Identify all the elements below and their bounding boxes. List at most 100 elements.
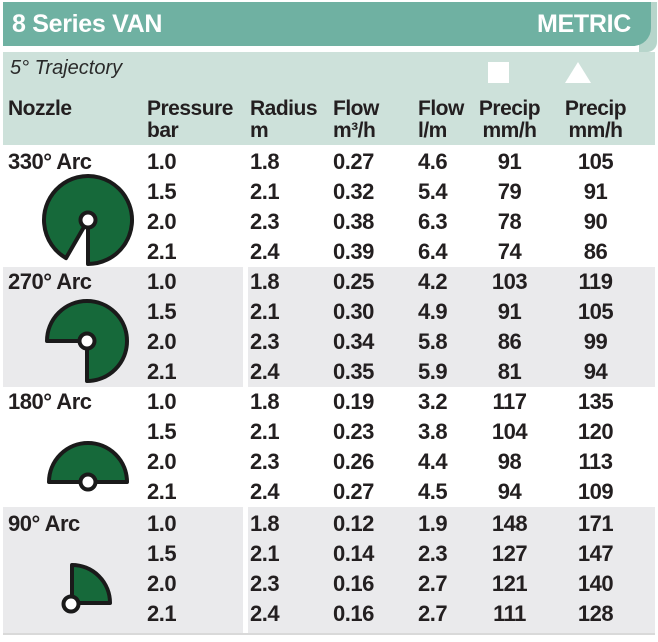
triangle-marker-icon <box>565 62 591 83</box>
column-header-nozzle: Nozzle <box>8 97 72 120</box>
table-cell: 109 <box>577 479 614 504</box>
table-cell: 91 <box>583 179 608 204</box>
table-cell: 2.1 <box>147 239 177 264</box>
table-cell: 2.3 <box>250 571 280 596</box>
table-cell: 0.26 <box>333 449 374 474</box>
table-cell: 2.1 <box>250 419 280 444</box>
table-cell: 3.8 <box>418 419 448 444</box>
nozzle-arc-270-icon <box>45 299 129 383</box>
table-cell: 4.5 <box>418 479 448 504</box>
table-cell: 2.4 <box>250 359 280 384</box>
square-marker-icon <box>488 62 509 83</box>
table-cell: 1.8 <box>250 269 280 294</box>
table-cell: 2.1 <box>250 299 280 324</box>
nozzle-arc-330-icon <box>42 174 134 266</box>
table-cell: 2.0 <box>147 209 177 234</box>
table-cell: 2.1 <box>147 359 177 384</box>
table-cell: 0.34 <box>333 329 374 354</box>
table-cell: 2.4 <box>250 239 280 264</box>
table-cell: 113 <box>578 449 614 474</box>
table-cell: 86 <box>583 239 608 264</box>
table-cell: 2.7 <box>418 571 448 596</box>
table-cell: 78 <box>497 209 522 234</box>
table-cell: 91 <box>497 299 522 324</box>
column-header-precip-triangle: Precip mm/h <box>564 97 627 142</box>
table-cell: 90 <box>583 209 608 234</box>
column-divider <box>243 267 248 387</box>
table-cell: 94 <box>497 479 522 504</box>
table-cell: 140 <box>577 571 614 596</box>
table-cell: 2.4 <box>250 479 280 504</box>
table-cell: 2.3 <box>250 449 280 474</box>
table-cell: 2.1 <box>147 479 177 504</box>
table-cell: 5.9 <box>418 359 448 384</box>
table-cell: 135 <box>577 389 614 414</box>
table-cell: 2.0 <box>147 449 177 474</box>
table-cell: 86 <box>497 329 522 354</box>
table-cell: 1.0 <box>147 269 177 294</box>
table-cell: 0.32 <box>333 179 374 204</box>
table-cell: 2.4 <box>250 601 280 626</box>
table-cell: 104 <box>491 419 528 444</box>
table-cell: 79 <box>497 179 522 204</box>
arc-label-90: 90° Arc <box>8 511 80 536</box>
units-label: METRIC <box>536 9 631 38</box>
table-cell: 2.1 <box>250 541 280 566</box>
table-cell: 1.5 <box>147 179 177 204</box>
table-cell: 99 <box>583 329 608 354</box>
table-cell: 0.30 <box>333 299 374 324</box>
table-cell: 1.5 <box>147 541 177 566</box>
table-cell: 117 <box>492 389 528 414</box>
table-cell: 0.14 <box>333 541 374 566</box>
table-cell: 2.0 <box>147 571 177 596</box>
table-cell: 94 <box>583 359 608 384</box>
section-90-arc: 90° Arc 1.0 1.8 0.12 1.9 148 171 1.5 2.1 0.14 2.3… <box>3 507 655 633</box>
table-cell: 1.5 <box>147 299 177 324</box>
table-cell: 0.38 <box>333 209 374 234</box>
table-cell: 0.16 <box>333 571 374 596</box>
table-cell: 74 <box>497 239 522 264</box>
table-cell: 119 <box>578 269 614 294</box>
column-header-flow-m3h: Flow m³/h <box>333 97 379 142</box>
table-cell: 3.2 <box>418 389 448 414</box>
table-cell: 111 <box>493 601 526 626</box>
table-cell: 4.4 <box>418 449 448 474</box>
table-cell: 103 <box>491 269 528 294</box>
table-cell: 1.8 <box>250 389 280 414</box>
table-cell: 1.5 <box>147 419 177 444</box>
table-cell: 1.8 <box>250 149 280 174</box>
table-cell: 0.16 <box>333 601 374 626</box>
section-330-arc: 330° Arc 1.0 1.8 0.27 4.6 91 105 1.5 2.1 0.32 5.4… <box>3 145 655 267</box>
table-cell: 0.23 <box>333 419 374 444</box>
table-cell: 2.1 <box>147 601 177 626</box>
table-cell: 121 <box>491 571 528 596</box>
table-cell: 4.2 <box>418 269 448 294</box>
table-cell: 98 <box>497 449 522 474</box>
table-cell: 171 <box>577 511 614 536</box>
table-cell: 1.0 <box>147 389 177 414</box>
trajectory-label: 5° Trajectory <box>10 57 123 79</box>
table-cell: 6.3 <box>418 209 448 234</box>
table-cell: 147 <box>577 541 614 566</box>
table-cell: 1.9 <box>418 511 448 536</box>
column-divider <box>243 507 248 633</box>
table-cell: 5.4 <box>418 179 448 204</box>
table-cell: 5.8 <box>418 329 448 354</box>
table-cell: 4.9 <box>418 299 448 324</box>
arc-label-330: 330° Arc <box>8 149 92 174</box>
table-cell: 81 <box>497 359 522 384</box>
table-cell: 0.35 <box>333 359 374 384</box>
table-cell: 0.19 <box>333 389 374 414</box>
table-cell: 120 <box>577 419 614 444</box>
section-180-arc: 180° Arc 1.0 1.8 0.19 3.2 117 135 1.5 2.1 0.23 3.… <box>3 387 655 507</box>
column-header-flow-lm: Flow l/m <box>418 97 464 142</box>
table-header: 5° Trajectory Nozzle Pressure bar Radius… <box>3 52 655 145</box>
table-cell: 0.27 <box>333 479 374 504</box>
table-cell: 91 <box>497 149 522 174</box>
series-title: 8 Series VAN <box>12 9 163 38</box>
table-cell: 6.4 <box>418 239 448 264</box>
table-cell: 2.0 <box>147 329 177 354</box>
table-cell: 105 <box>577 299 614 324</box>
table-cell: 4.6 <box>418 149 448 174</box>
